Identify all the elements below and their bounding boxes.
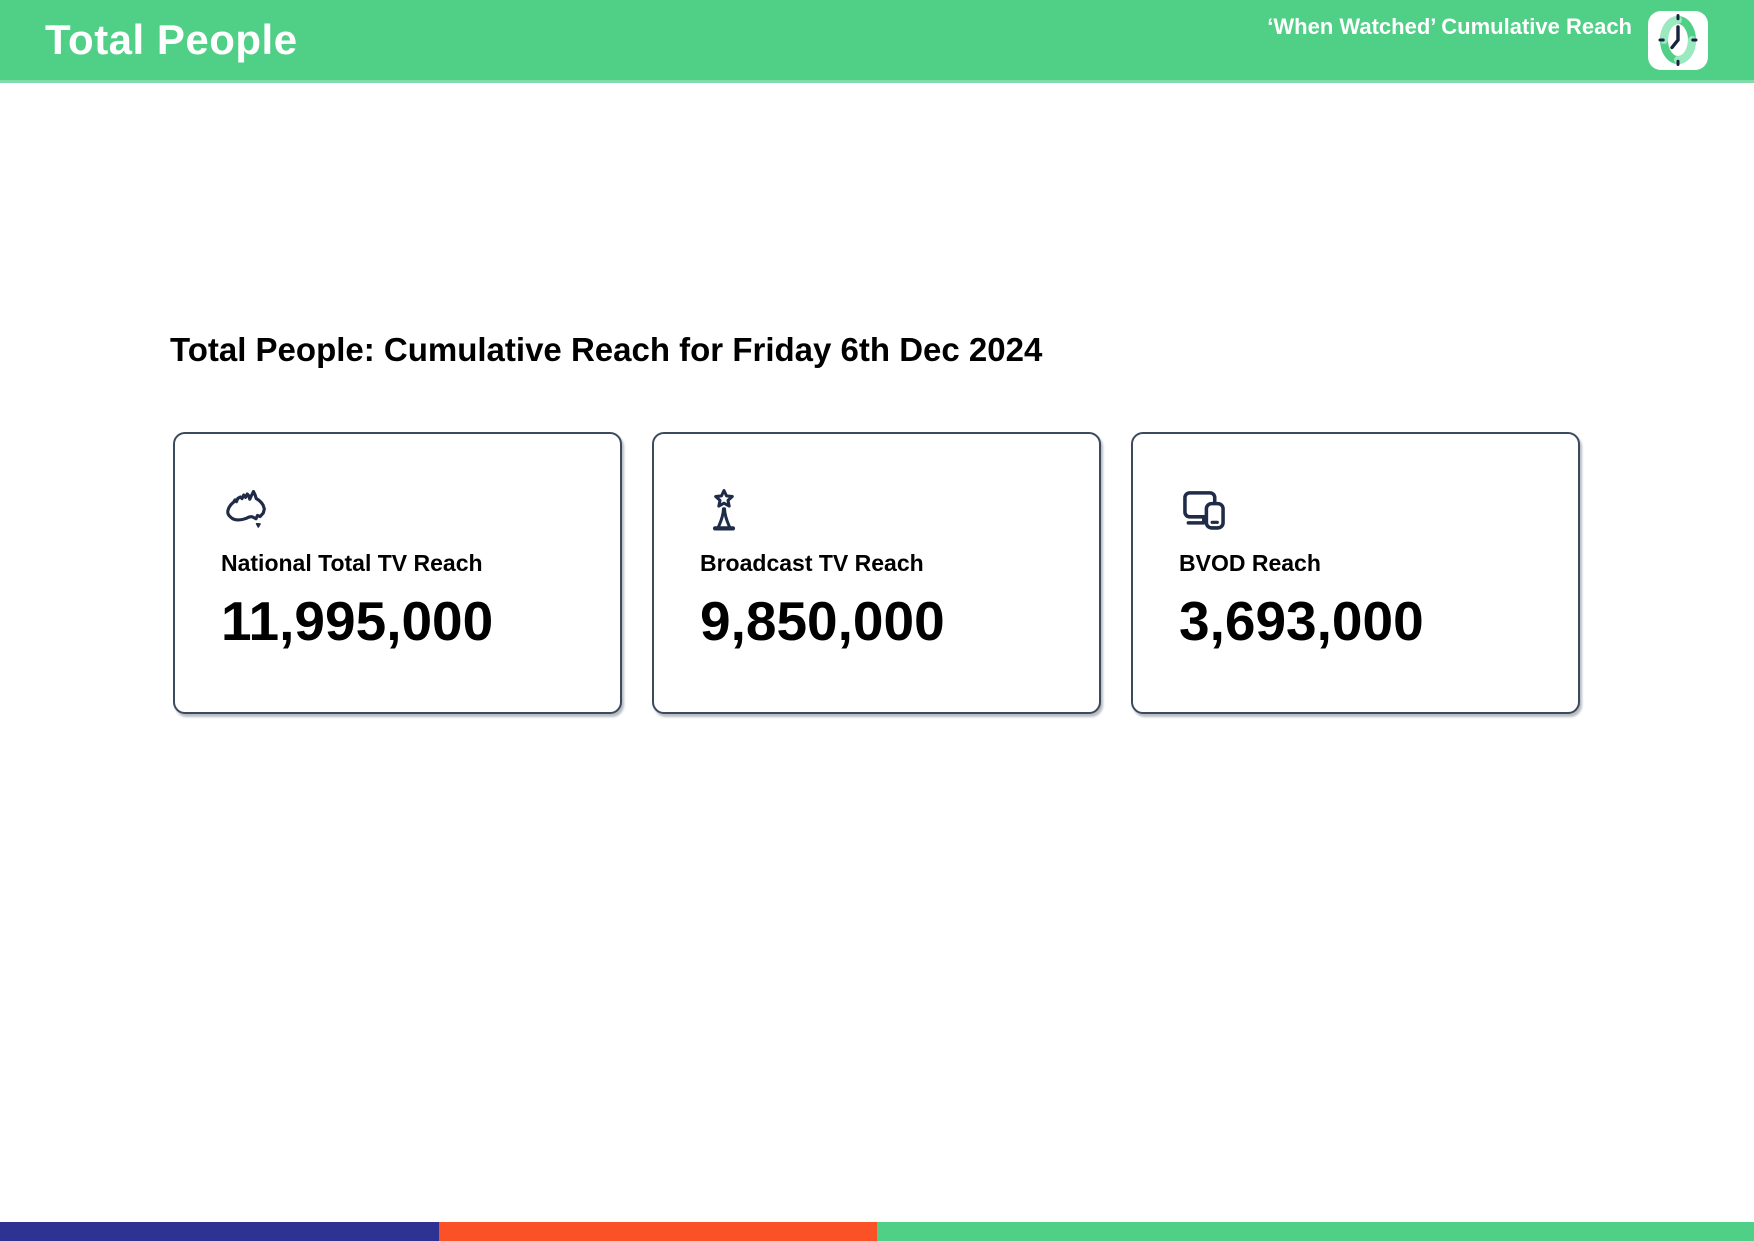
card-value: 9,850,000 xyxy=(700,590,945,652)
kpi-card-national-total-tv: National Total TV Reach 11,995,000 xyxy=(173,432,622,714)
kpi-cards-row: National Total TV Reach 11,995,000 Broad… xyxy=(173,432,1580,714)
footer-bar xyxy=(0,1222,1754,1241)
header-right-group: ‘When Watched’ Cumulative Reach xyxy=(1267,0,1708,80)
kpi-card-bvod: BVOD Reach 3,693,000 xyxy=(1131,432,1580,714)
card-label: National Total TV Reach xyxy=(221,550,483,576)
kpi-card-broadcast-tv: Broadcast TV Reach 9,850,000 xyxy=(652,432,1101,714)
devices-icon xyxy=(1179,486,1548,534)
card-label: BVOD Reach xyxy=(1179,550,1321,576)
footer-segment-2 xyxy=(438,1222,877,1241)
clock-icon xyxy=(1658,14,1698,66)
app-header: Total People ‘When Watched’ Cumulative R… xyxy=(0,0,1754,83)
header-title: Total People xyxy=(45,16,298,63)
footer-segment-3 xyxy=(877,1222,1754,1241)
card-value: 3,693,000 xyxy=(1179,590,1424,652)
broadcast-tower-icon xyxy=(700,486,1069,534)
clock-logo xyxy=(1648,10,1708,70)
card-value: 11,995,000 xyxy=(221,590,494,652)
footer-segment-1 xyxy=(0,1222,439,1241)
card-label: Broadcast TV Reach xyxy=(700,550,924,576)
header-subtitle: ‘When Watched’ Cumulative Reach xyxy=(1267,14,1632,39)
australia-map-icon xyxy=(221,486,590,534)
main-heading: Total People: Cumulative Reach for Frida… xyxy=(170,331,1043,368)
